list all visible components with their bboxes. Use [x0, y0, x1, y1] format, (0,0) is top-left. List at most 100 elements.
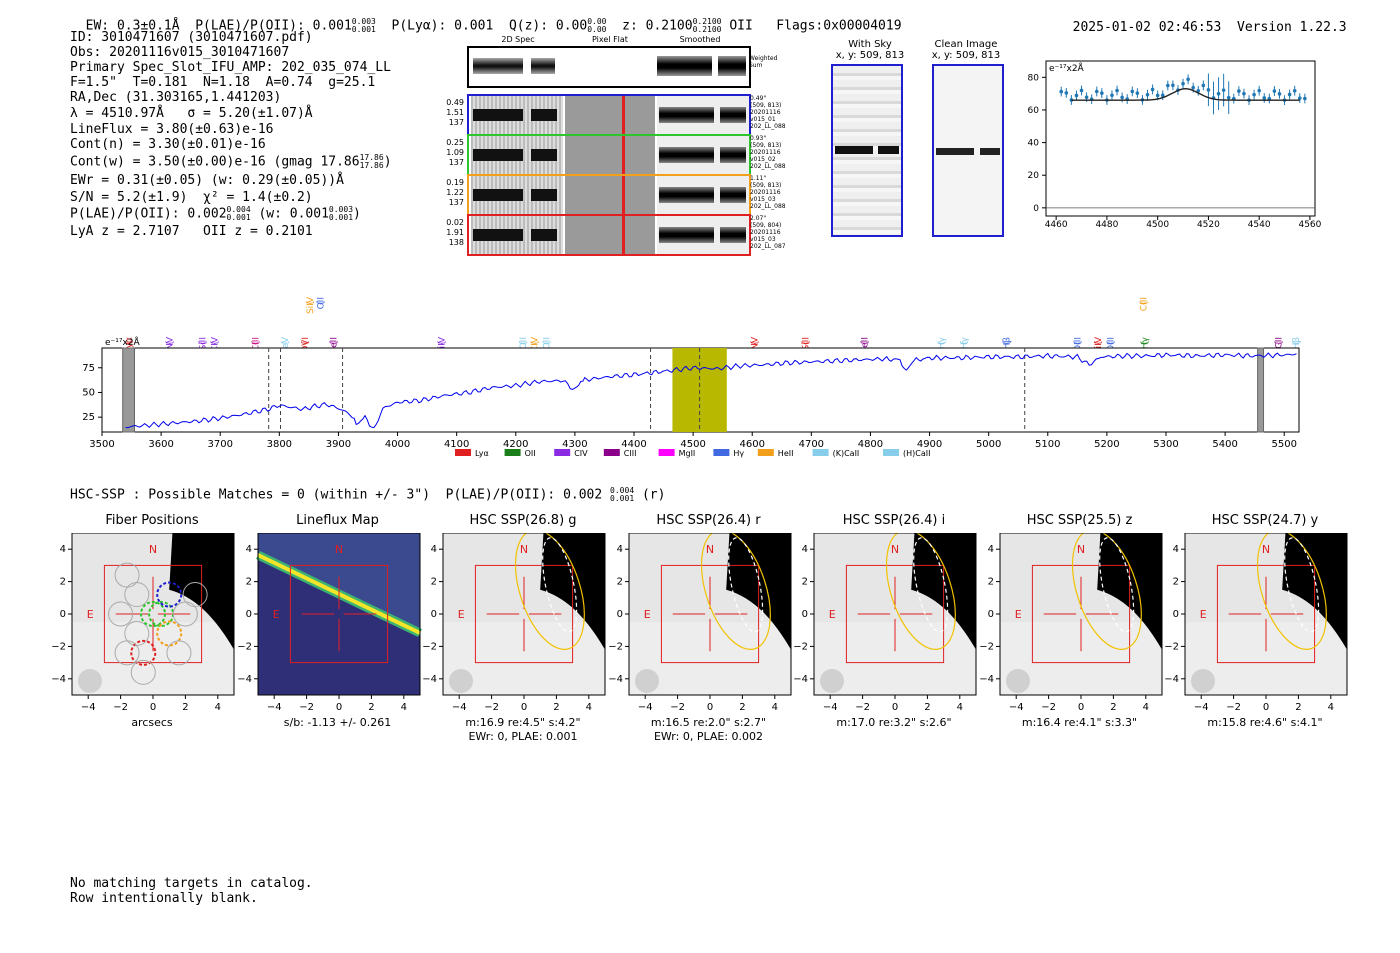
header-flags: Flags:0x00004019: [776, 18, 902, 34]
panel-y-tick-label: −2: [237, 641, 252, 652]
row-right-value: 20201116: [750, 149, 781, 156]
info-contw-hi: 17.86: [359, 153, 384, 162]
spectrum-line-label-bracket: {: [861, 340, 871, 346]
panel-y-tick-label: −4: [793, 674, 808, 685]
spectrum-line-label-text: CIV: [531, 336, 541, 352]
row-trace-a: [473, 109, 523, 121]
panel-x-tick-label: 0: [706, 702, 712, 713]
spectrum-line-label-bracket: {: [1094, 340, 1104, 346]
header-z: z: 0.2100: [622, 18, 693, 34]
spectrum-line-label: SiII{: [198, 337, 208, 351]
panel-caption: s/b: -1.13 +/- 0.261: [283, 716, 392, 729]
search-box: [845, 564, 945, 664]
spectrum-line-label-bracket: {: [281, 340, 291, 346]
panel-caption: m:17.0 re:3.2" s:2.6": [836, 716, 952, 729]
panel-x-tick-label: 2: [1110, 702, 1116, 713]
zoom-data-point: [1145, 92, 1150, 97]
spectrum-line-label: OII{: [519, 337, 529, 349]
panel-caption: m:16.9 re:4.5" s:4.2": [465, 716, 581, 729]
spectrum-line-label: Hγ{: [960, 336, 970, 349]
row-right-value: 202_LL_088: [750, 123, 786, 130]
col-smoothed: Smoothed: [679, 35, 721, 44]
fiber-cutout-row: [467, 214, 751, 256]
row-trace-b: [531, 229, 557, 241]
clean-image: [932, 64, 1004, 237]
spectrum-line-label-text: Hβ: [1292, 337, 1302, 350]
info-radec: RA,Dec (31.303165,1.441203): [70, 90, 282, 105]
row-trace-b: [531, 109, 557, 121]
panel-y-tick-label: −4: [422, 674, 437, 685]
info-primary: Primary Spec_Slot_IFU_AMP: 202_035_074_L…: [70, 60, 391, 75]
faint-source: [1191, 669, 1215, 693]
spectrum-x-tick-label: 5100: [1035, 439, 1060, 450]
zoom-plot-fit: [1071, 87, 1300, 101]
spectrum-line-label: Hγ{: [1141, 336, 1151, 349]
info-plae-row: P(LAE)/P(OII): 0.002 0.004 0.001 (w: 0.001…: [70, 205, 361, 222]
row-left-values: 0.25 1.09 137: [444, 138, 464, 168]
panel-x-tick-label: 0: [1077, 702, 1083, 713]
spectrum-line-label: SiIV{: [437, 336, 447, 354]
full-spectrum-plot: Lyα{NV{SiII{CIV{CIII{NeV{OVI{SiIV{OII{He…: [82, 296, 1302, 458]
row-right-meta: 0.49" (509, 813) 20201116 v015_01 202_LL_088: [750, 95, 810, 130]
zoom-x-tick-label: 4480: [1095, 220, 1118, 230]
white-ellipse: [913, 537, 949, 633]
panel-title: HSC SSP(26.4) r: [656, 513, 761, 528]
clean-image-title: Clean Image: [934, 39, 998, 50]
white-ellipse: [542, 537, 578, 633]
panel-x-tick-label: 4: [957, 702, 963, 713]
image-panel: N E −4 −4 −2 −2 0 0 2 2 4 4: [1164, 533, 1348, 713]
spectrum-line-label-text: OVI: [301, 337, 311, 353]
panel-y-tick-label: 4: [60, 544, 66, 555]
spectrum-line-label: OVI{: [301, 337, 311, 353]
north-label: N: [891, 543, 899, 556]
row-left-value: 0.49: [446, 98, 464, 107]
spectrum-line-labels: Lyα{NV{SiII{CIV{CIII{NeV{OVI{SiIV{OII{He…: [125, 296, 1302, 355]
yellow-ellipse: [1071, 533, 1142, 650]
zoom-y-tick-label: 0: [1033, 204, 1039, 214]
panel-x-tick-label: −4: [823, 702, 838, 713]
image-panel: N E −4 −4 −2 −2 0 0 2 2 4 4: [979, 533, 1162, 713]
spectrum-line-label-text: Hγ: [937, 336, 947, 349]
spectrum-legend-swatch: [603, 449, 620, 456]
panel-caption-2: EWr: 0, PLAE: 0.001: [468, 730, 578, 743]
white-ellipse: [727, 537, 763, 633]
zoom-data-point: [1191, 85, 1195, 90]
image-panel: N E −4 −4 −2 −2 0 0 2 2 4 4: [237, 533, 422, 713]
info-contw: Cont(w) = 3.50(±0.00)e-16 (gmag 17.86: [70, 154, 360, 170]
panel-y-tick-label: −2: [1164, 641, 1179, 652]
yellow-ellipse: [700, 533, 771, 650]
header-version: Version 1.22.3: [1237, 20, 1347, 35]
panel-y-tick-label: −2: [51, 641, 66, 652]
spectrum-legend-swatch: [713, 449, 730, 456]
spectrum-line-label-bracket: {: [210, 340, 220, 346]
panel-x-tick-label: −4: [1008, 702, 1023, 713]
faint-source: [78, 669, 102, 693]
search-box: [660, 564, 759, 664]
fiber-circle: [166, 640, 192, 666]
spectrum-line-label-text: SiIV: [1094, 336, 1104, 354]
spectrum-line-label-text: Hγ: [1141, 336, 1151, 349]
row-smooth-a: [659, 107, 714, 123]
spectrum-line-label-bracket: {: [531, 340, 541, 346]
faint-source: [634, 669, 659, 693]
white-ellipse: [1098, 537, 1134, 633]
north-label: N: [149, 543, 157, 556]
spectrum-line-label: HeII{: [861, 337, 871, 355]
spectrum-unit: e⁻¹⁷x2Å: [105, 336, 141, 348]
zoom-data-point: [1196, 88, 1201, 93]
panel-x-tick-label: 4: [586, 702, 592, 713]
row-right-value: v015_03: [750, 236, 776, 243]
row-right-value: (509, 804): [750, 222, 782, 229]
hsc-summary-text: HSC-SSP : Possible Matches = 0 (within +…: [70, 487, 603, 503]
spectrum-x-tick-label: 4700: [799, 439, 824, 450]
spectrum-line-label: Hβ{: [1002, 337, 1012, 350]
row-right-value: 20201116: [750, 229, 781, 236]
row-right-value: v015_02: [750, 156, 776, 163]
row-smooth-a: [659, 187, 714, 203]
spectrum-line-label-text: SiIV: [437, 336, 447, 354]
spectrum-line-label: SiIV{: [306, 296, 316, 314]
north-label: N: [705, 543, 713, 556]
fiber-circle: [130, 639, 157, 666]
spectrum-y-tick-label: 75: [82, 363, 95, 374]
row-right-value: 20201116: [750, 109, 781, 116]
